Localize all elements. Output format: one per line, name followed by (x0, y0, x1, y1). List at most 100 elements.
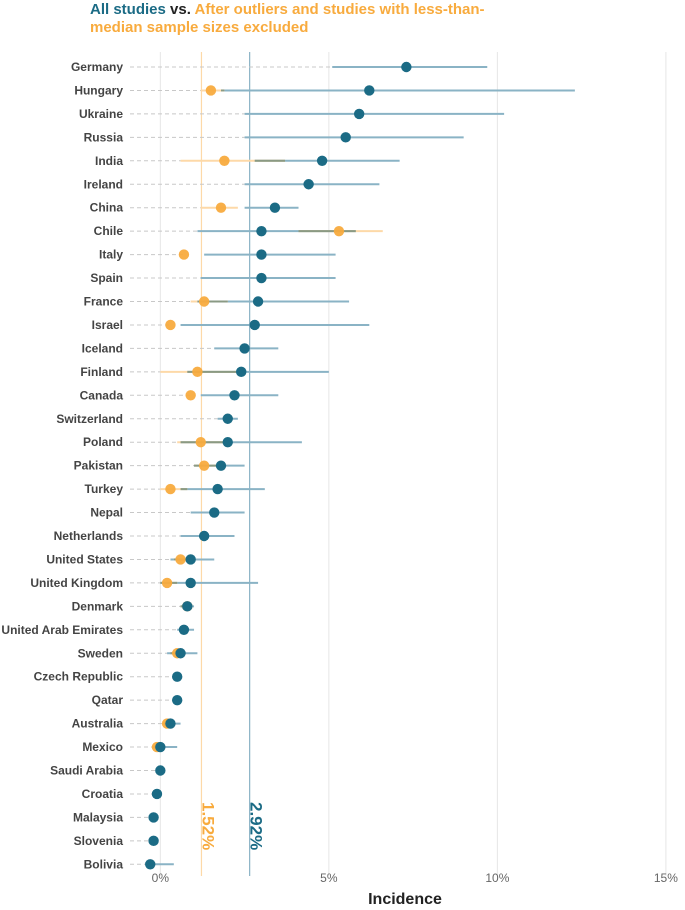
country-row: Qatar (92, 693, 183, 707)
country-row: Hungary (74, 83, 575, 97)
country-row: Israel (92, 318, 370, 332)
country-label: Bolivia (84, 857, 124, 871)
country-label: Australia (72, 717, 124, 731)
country-label: Russia (84, 130, 124, 144)
country-label: Hungary (74, 83, 123, 97)
country-label: Ireland (84, 177, 123, 191)
country-label: Nepal (90, 506, 123, 520)
point-all-studies (222, 413, 233, 424)
title-excluded-line2: median sample sizes excluded (90, 19, 308, 36)
point-all-studies (236, 366, 247, 378)
point-all-studies (145, 859, 156, 870)
country-label: Mexico (82, 740, 123, 754)
point-all-studies (222, 437, 233, 448)
country-row: Poland (83, 435, 302, 449)
point-excluded (198, 296, 210, 307)
point-excluded (195, 437, 206, 448)
country-label: Pakistan (74, 459, 123, 473)
x-axis: 0% 5% 10% 15% (152, 871, 679, 885)
point-all-studies (185, 554, 196, 565)
country-row: Iceland (82, 341, 279, 355)
point-all-studies (303, 179, 314, 190)
country-label: France (84, 295, 124, 309)
point-excluded (205, 85, 217, 96)
point-all-studies (269, 202, 281, 213)
country-label: Qatar (92, 693, 124, 707)
point-all-studies (182, 601, 193, 612)
point-all-studies (401, 61, 412, 73)
x-tick-label: 0% (152, 871, 170, 885)
point-excluded (219, 155, 230, 166)
country-row: Bolivia (84, 857, 174, 871)
point-all-studies (171, 671, 183, 682)
x-tick-label: 10% (485, 871, 509, 885)
country-row: Slovenia (74, 834, 159, 848)
point-excluded (185, 390, 196, 401)
grid-lines (159, 52, 667, 876)
title-excluded-line1: After outliers and studies with less-tha… (195, 1, 485, 18)
point-excluded (161, 577, 173, 589)
point-excluded (198, 460, 210, 471)
country-row: Ukraine (79, 107, 505, 121)
country-label: Finland (80, 365, 123, 379)
country-label: Turkey (85, 482, 124, 496)
country-label: Denmark (72, 599, 124, 613)
point-all-studies (353, 108, 365, 120)
country-row: Mexico (82, 740, 178, 754)
country-label: United States (46, 552, 123, 566)
point-all-studies (155, 765, 166, 776)
country-row: Netherlands (54, 529, 235, 543)
country-row: Nepal (90, 506, 245, 520)
country-label: Sweden (78, 646, 123, 660)
x-tick-label: 15% (654, 871, 678, 885)
point-all-studies (148, 835, 159, 847)
country-row: Italy (99, 248, 336, 262)
point-excluded (165, 319, 176, 331)
point-all-studies (198, 530, 210, 542)
country-label: Netherlands (54, 529, 124, 543)
point-all-studies (256, 249, 267, 260)
point-all-studies (151, 788, 163, 800)
country-row: Switzerland (56, 412, 238, 426)
country-label: Ukraine (79, 107, 123, 121)
country-label: Iceland (82, 341, 123, 355)
point-all-studies (249, 319, 260, 331)
point-all-studies (239, 343, 250, 354)
point-all-studies (148, 812, 159, 823)
country-label: India (95, 154, 123, 168)
country-label: United Arab Emirates (1, 623, 123, 637)
point-excluded (333, 225, 345, 237)
point-all-studies (175, 648, 186, 659)
point-excluded (175, 554, 186, 565)
point-all-studies (212, 483, 223, 495)
country-label: Saudi Arabia (50, 764, 123, 778)
country-label: Chile (94, 224, 124, 238)
country-label: Switzerland (56, 412, 123, 426)
country-row: China (90, 201, 299, 215)
country-row: Russia (84, 130, 464, 144)
point-all-studies (155, 741, 166, 753)
x-tick-label: 5% (320, 871, 338, 885)
country-label: Croatia (82, 787, 124, 801)
country-row: Saudi Arabia (50, 764, 166, 778)
point-all-studies (364, 85, 375, 96)
country-row: Croatia (82, 787, 163, 801)
point-all-studies (209, 507, 220, 518)
country-row: Sweden (78, 646, 198, 660)
country-row: United Kingdom (30, 576, 259, 590)
country-row: Spain (90, 271, 336, 285)
country-row: Czech Republic (34, 670, 183, 684)
country-row: India (95, 154, 400, 168)
point-all-studies (171, 694, 183, 706)
country-label: United Kingdom (30, 576, 123, 590)
country-row: Denmark (72, 599, 195, 613)
country-label: Malaysia (73, 810, 123, 824)
title-vs: vs. (166, 1, 195, 18)
country-row: United Arab Emirates (1, 623, 195, 637)
country-row: Pakistan (74, 459, 245, 473)
country-label: Italy (99, 248, 123, 262)
point-all-studies (165, 718, 176, 729)
country-label: Poland (83, 435, 123, 449)
point-all-studies (229, 390, 240, 401)
